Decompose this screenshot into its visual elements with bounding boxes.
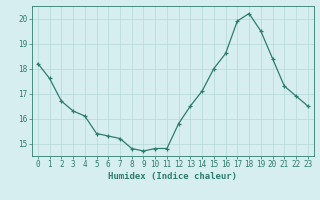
X-axis label: Humidex (Indice chaleur): Humidex (Indice chaleur) — [108, 172, 237, 181]
